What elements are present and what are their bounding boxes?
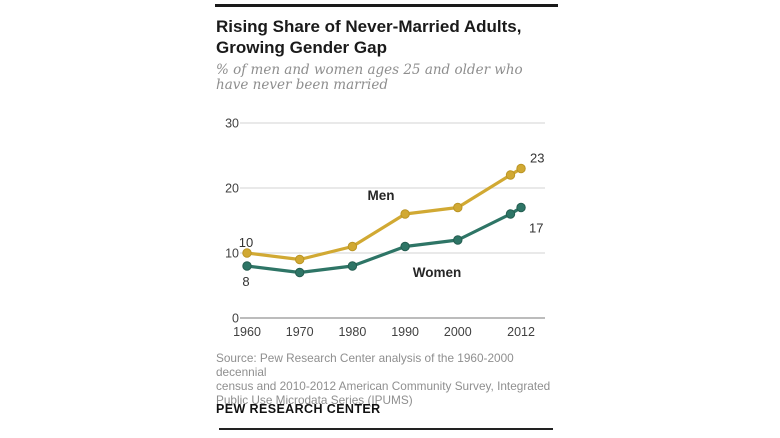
series-dot-women	[400, 241, 410, 252]
y-tick-label: 0	[232, 312, 239, 326]
x-tick-label: 1970	[286, 325, 314, 339]
series-dot-men	[453, 202, 463, 213]
source-line: Source: Pew Research Center analysis of …	[216, 351, 514, 379]
pew-research-center-wordmark: PEW RESEARCH CENTER	[216, 402, 381, 416]
series-name-label-men: Men	[368, 188, 395, 203]
point-label-last-men: 23	[530, 151, 544, 166]
series-dot-men	[347, 241, 358, 252]
series-line-women	[245, 205, 523, 275]
point-label-first-women: 8	[242, 274, 249, 289]
top-divider	[215, 4, 558, 7]
series-dot-women	[242, 261, 252, 271]
x-tick-label: 1960	[233, 325, 261, 339]
series-dot-men	[505, 170, 516, 180]
series-dot-men	[242, 248, 252, 258]
series-line-men	[245, 166, 523, 262]
point-label-first-men: 10	[239, 235, 253, 250]
y-tick-label: 30	[225, 117, 239, 131]
point-label-last-women: 17	[529, 221, 543, 236]
series-dot-men	[516, 163, 526, 174]
source-line: census and 2010-2012 American Community …	[216, 379, 551, 393]
source-line: Public Use Microdata Series (IPUMS)	[216, 393, 413, 407]
series-dot-women	[347, 261, 358, 271]
chart-area: 0 10 20 30 1960 1970 1980 1990 2000 2012 10 23 Men 8 1…	[215, 106, 559, 344]
page-title: Rising Share of Never-Married Adults, Gr…	[216, 16, 556, 58]
x-tick-label: 2012	[507, 325, 535, 339]
x-tick-label: 2000	[444, 325, 472, 339]
y-tick-label: 20	[225, 182, 239, 196]
y-tick-label: 10	[225, 247, 239, 261]
series-dot-women	[505, 209, 516, 219]
page-title-line2: Growing Gender Gap	[216, 38, 387, 57]
series-dot-women	[516, 202, 526, 213]
x-tick-label: 1990	[391, 325, 419, 339]
series-dot-men	[400, 209, 410, 219]
series-dot-men	[295, 254, 305, 265]
page-title-line1: Rising Share of Never-Married Adults,	[216, 17, 522, 36]
series-name-label-women: Women	[413, 265, 462, 280]
series-dot-women	[295, 267, 305, 278]
chart-card: Rising Share of Never-Married Adults, Gr…	[215, 0, 559, 438]
bottom-divider	[219, 428, 553, 430]
series-dot-women	[453, 235, 463, 245]
source-note: Source: Pew Research Center analysis of …	[216, 351, 559, 407]
x-tick-label: 1980	[338, 325, 366, 339]
line-chart: 0 10 20 30 1960 1970 1980 1990 2000 2012 10 23 Men 8 1…	[225, 117, 545, 339]
chart-subtitle: % of men and women ages 25 and older who…	[216, 62, 523, 93]
